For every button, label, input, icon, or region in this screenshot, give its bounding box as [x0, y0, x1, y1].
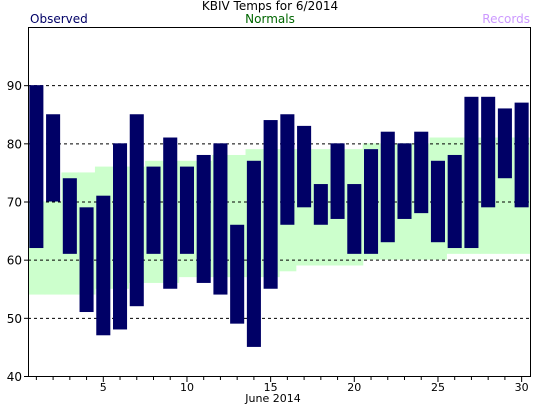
x-tick-label-20: 20: [347, 381, 361, 394]
observed-bar-day-21: [364, 149, 379, 254]
y-tick-label-40: 40: [7, 370, 22, 384]
observed-bar-day-6: [113, 143, 128, 330]
observed-bar-day-26: [447, 154, 462, 249]
y-tick-label-70: 70: [7, 196, 22, 210]
x-tick-label-5: 5: [100, 381, 107, 394]
observed-bar-day-23: [397, 143, 412, 219]
observed-bar-day-1: [29, 85, 44, 249]
legend-normals: Normals: [245, 12, 295, 26]
observed-bar-day-11: [196, 154, 211, 283]
observed-bar-day-4: [79, 207, 94, 313]
observed-bar-day-15: [263, 120, 278, 289]
x-tick-label-15: 15: [264, 381, 278, 394]
legend-records: Records: [482, 12, 530, 26]
observed-bar-day-19: [330, 143, 345, 219]
observed-bar-day-10: [179, 166, 194, 254]
legend-observed: Observed: [30, 12, 88, 26]
observed-bar-day-27: [464, 96, 479, 249]
y-tick-label-80: 80: [7, 137, 22, 151]
y-tick-label-60: 60: [7, 254, 22, 268]
observed-bar-day-25: [430, 160, 445, 243]
observed-bar-day-5: [96, 195, 111, 336]
observed-bar-day-28: [481, 96, 496, 208]
y-tick-label-90: 90: [7, 79, 22, 93]
observed-bar-day-17: [297, 125, 312, 208]
observed-bar-day-20: [347, 184, 362, 254]
observed-bar-day-22: [380, 131, 395, 243]
y-tick-label-50: 50: [7, 312, 22, 326]
observed-bar-day-3: [62, 178, 77, 254]
x-axis-label: June 2014: [244, 392, 300, 405]
observed-bar-day-30: [514, 102, 529, 208]
x-tick-label-25: 25: [431, 381, 445, 394]
plot-frame: [28, 27, 531, 377]
observed-bar-day-16: [280, 114, 295, 225]
observed-bar-day-9: [163, 137, 178, 289]
observed-bar-day-12: [213, 143, 228, 295]
observed-bar-day-18: [313, 184, 328, 225]
observed-bar-day-7: [129, 114, 144, 307]
observed-bars-group: [29, 85, 529, 347]
observed-bar-day-29: [497, 108, 512, 179]
observed-bar-day-13: [230, 224, 245, 324]
axes-group: 5 10 15 20 25 30 40 50 60 70 80 90: [7, 79, 529, 394]
observed-bar-day-8: [146, 166, 161, 254]
chart-title: KBIV Temps for 6/2014: [201, 0, 339, 13]
observed-bar-day-2: [46, 114, 61, 202]
observed-bar-day-24: [414, 131, 429, 214]
observed-bar-day-14: [246, 160, 261, 347]
x-tick-label-10: 10: [180, 381, 194, 394]
normal-range-day-2: [44, 201, 63, 295]
x-tick-label-30: 30: [515, 381, 529, 394]
